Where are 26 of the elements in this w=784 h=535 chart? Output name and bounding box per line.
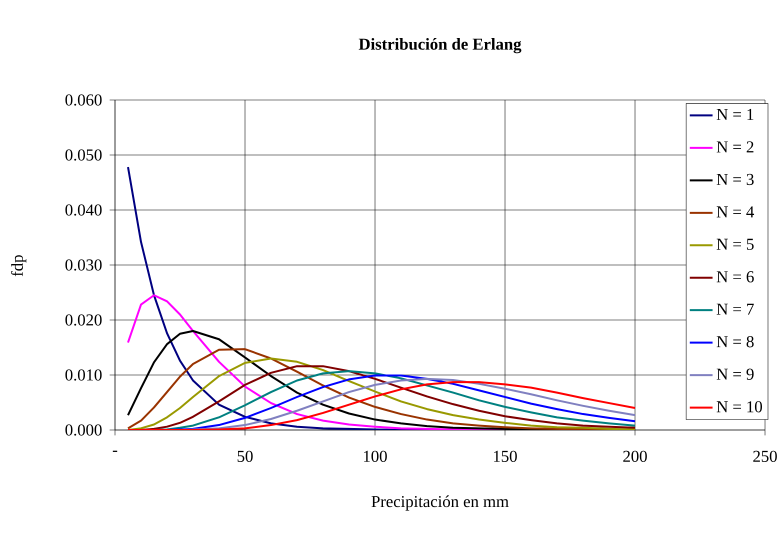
x-tick-label: 150 xyxy=(494,450,517,462)
x-tick-label: 250 xyxy=(753,450,777,462)
y-axis-title: fdp xyxy=(11,255,26,276)
legend-label: N = 10 xyxy=(716,401,762,412)
legend-label: N = 7 xyxy=(716,304,754,315)
y-tick-label: 0.030 xyxy=(65,259,102,271)
chart-title: Distribución de Erlang xyxy=(358,38,522,54)
legend-label: N = 8 xyxy=(716,336,754,348)
legend-label: N = 3 xyxy=(716,174,754,186)
legend-label: N = 9 xyxy=(716,368,754,380)
x-tick-label: 100 xyxy=(364,450,387,462)
y-tick-label: 0.040 xyxy=(65,204,102,216)
y-tick-label: 0.060 xyxy=(65,94,102,106)
y-tick-label: 0.050 xyxy=(65,149,102,161)
legend-label: N = 4 xyxy=(716,206,754,218)
x-tick-label: 200 xyxy=(623,450,647,462)
legend-label: N = 1 xyxy=(716,108,754,120)
legend-label: N = 2 xyxy=(716,141,754,152)
x-tick-label: - xyxy=(112,450,118,452)
y-tick-label: 0.020 xyxy=(65,314,102,326)
legend-label: N = 5 xyxy=(716,238,754,250)
legend-label: N = 6 xyxy=(716,271,754,282)
y-tick-label: 0.010 xyxy=(65,369,102,381)
y-tick-label: 0.000 xyxy=(65,424,102,436)
x-axis-title: Precipitación en mm xyxy=(372,495,509,511)
x-tick-label: 50 xyxy=(238,450,253,462)
